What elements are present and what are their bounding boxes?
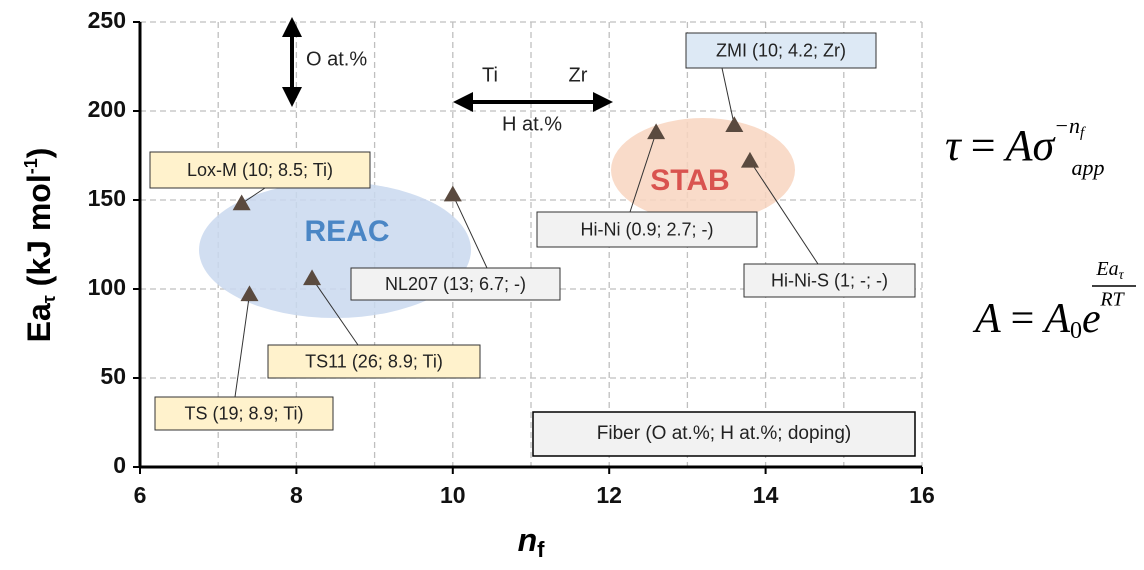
point [647,123,666,140]
point-label: Lox-M (10; 8.5; Ti) [187,160,333,180]
eq2-num-sub: τ [1119,268,1125,283]
eq2-lhs: A [972,296,1001,342]
point [232,194,251,211]
eq1-eq: = [971,121,996,170]
x-label-sub: f [537,537,545,562]
equation-2: A = A0e [972,296,1101,344]
point-label: ZMI (10; 4.2; Zr) [716,40,846,60]
equation-1: τ = Aσ−nf [945,113,1086,170]
x-tick-label: 6 [134,482,147,508]
y-tick-label: 200 [88,96,126,122]
label-box [685,32,877,69]
label-box [154,396,334,431]
leader-line [629,132,657,213]
point-label: Hi-Ni-S (1; -; -) [771,270,888,290]
leader-line [234,294,250,398]
x-tick-label: 8 [290,482,303,508]
group-ellipse [611,118,795,222]
y-label-rest: (kJ mol [21,174,57,295]
x-tick-label: 12 [596,482,622,508]
legend-text: Fiber (O at.%; H at.%; doping) [597,423,852,444]
label-box [149,151,371,189]
y-axis-label: Eaτ (kJ mol-1) [21,148,59,343]
group-label: STAB [650,164,729,197]
eq2-a: A [1041,296,1070,342]
point [740,151,759,168]
leader-line [311,278,359,346]
y-tick-label: 50 [100,363,126,389]
eq1-sup: −n [1054,113,1080,138]
label-box [350,267,561,301]
y-label-end: ) [21,148,57,159]
y-tick-label: 250 [88,7,126,33]
legend-box [532,411,916,457]
point [443,185,462,202]
label-box [267,344,481,379]
eq2-e: e [1082,296,1101,342]
eq2-den: RT [1099,289,1125,311]
y-tick-label: 150 [88,185,126,211]
eq1-lhs: τ [945,121,963,170]
ti-label: Ti [482,64,498,86]
o-arrow-label: O at.% [306,48,367,70]
leader-line [721,67,735,126]
eq1-a: A [1003,121,1034,170]
group-label: REAC [304,215,389,248]
points [232,116,759,302]
leader-line [749,160,819,265]
y-tick-label: 0 [113,452,126,478]
eq2-num: Eaτ [1095,258,1124,284]
x-tick-label: 16 [909,482,935,508]
y-label-main: Ea [21,303,57,342]
eq2-num-main: Ea [1095,258,1118,280]
eq1-sub: app [1072,155,1105,180]
y-label-sup: -1 [21,158,41,174]
eq2-eq: = [1011,296,1035,342]
point-label: NL207 (13; 6.7; -) [385,274,526,294]
label-box [743,263,916,298]
annotations: Lox-M (10; 8.5; Ti) TS (19; 8.9; Ti) TS11 … [149,32,916,431]
leader-line [241,187,266,204]
point-label: TS (19; 8.9; Ti) [184,403,303,423]
point [725,116,744,132]
eq1-sup-sub: f [1080,125,1086,141]
point [240,285,259,302]
x-label-main: n [518,522,538,558]
eq2-a-sub: 0 [1070,318,1082,344]
axes [133,21,923,474]
zr-label: Zr [569,64,588,86]
x-tick-label: 10 [440,482,466,508]
x-tick-label: 14 [753,482,779,508]
point-label: TS11 (26; 8.9; Ti) [305,351,443,371]
leader-line [452,194,488,269]
point-label: Hi-Ni (0.9; 2.7; -) [580,219,713,239]
label-box [536,211,758,248]
eq1-sigma: σ [1032,121,1056,170]
y-label-sub: τ [39,295,59,303]
y-tick-label: 100 [88,274,126,300]
x-axis-label: nf [518,522,546,561]
h-label: H at.% [502,113,562,135]
point [303,269,322,286]
